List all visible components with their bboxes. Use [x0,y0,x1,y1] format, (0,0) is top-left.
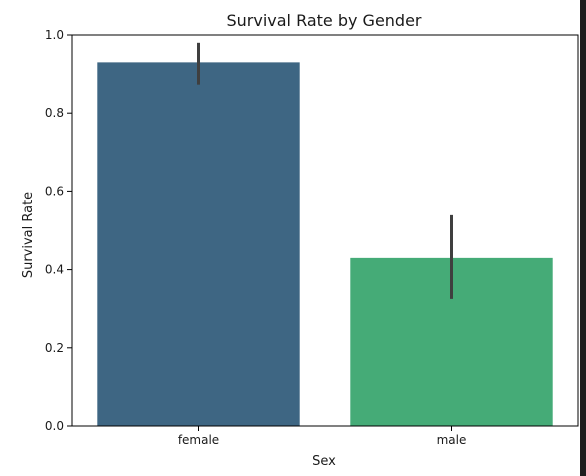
plot-frame [71,34,579,427]
x-tick-label-female: female [178,433,219,447]
x-axis-label: Sex [312,454,336,469]
y-tick-label: 0.0 [45,419,64,433]
bar-female [97,62,300,427]
y-tick-label: 0.4 [45,263,64,277]
x-tick-label-male: male [437,433,467,447]
y-tick-label: 0.6 [45,184,64,198]
y-tick-label: 0.8 [45,106,64,120]
chart-title: Survival Rate by Gender [226,11,421,30]
y-axis-label: Survival Rate [21,192,36,278]
y-tick-label: 1.0 [45,28,64,42]
y-tick-label: 0.2 [45,341,64,355]
